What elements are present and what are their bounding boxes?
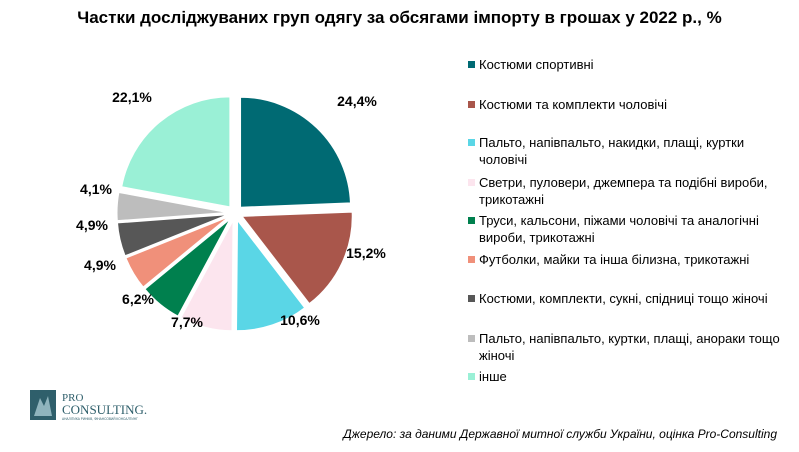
legend-swatch (468, 295, 475, 302)
pie-percent-labels: 24,4% 15,2% 10,6% 7,7% 6,2% 4,9% 4,9% 4,1% 22,1% (76, 89, 386, 330)
legend-swatch (468, 217, 475, 224)
legend-swatch (468, 179, 475, 186)
slice-percent-label: 22,1% (112, 89, 152, 105)
legend-item: Светри, пуловери, джемпера та подібні ви… (468, 174, 788, 208)
source-note: Джерело: за даними Державної митної служ… (343, 427, 777, 441)
pie-slice (236, 219, 306, 332)
logo-tagline: АНАЛІТИКА РИНКІВ, ФІНАНСОВИЙ КОНСАЛТИНГ (62, 417, 138, 421)
legend-item: Пальто, напівпальто, куртки, плащі, анор… (468, 330, 788, 364)
legend-item: Костюми, комплекти, сукні, спідниці тощо… (468, 290, 788, 307)
chart-title: Частки досліджуваних груп одягу за обсяг… (77, 8, 722, 27)
slice-percent-label: 10,6% (280, 312, 320, 328)
legend-label: Труси, кальсони, піжами чоловічі та анал… (479, 213, 759, 245)
legend-label: Костюми, комплекти, сукні, спідниці тощо… (479, 291, 768, 306)
legend-item: Пальто, напівпальто, накидки, плащі, кур… (468, 134, 788, 168)
pie-slice (180, 220, 234, 332)
slice-percent-label: 24,4% (337, 93, 377, 109)
legend-swatch (468, 101, 475, 108)
pro-consulting-logo: PRO CONSULTING. АНАЛІТИКА РИНКІВ, ФІНАНС… (30, 390, 147, 421)
legend-swatch (468, 139, 475, 146)
pie-slice (240, 96, 351, 208)
slice-percent-label: 6,2% (122, 291, 154, 307)
legend-label: Светри, пуловери, джемпера та подібні ви… (479, 175, 768, 207)
logo-mark-icon (34, 396, 52, 416)
pie-slice (116, 191, 228, 222)
slice-percent-label: 4,9% (84, 257, 116, 273)
legend-swatch (468, 256, 475, 263)
legend-label: Пальто, напівпальто, куртки, плащі, анор… (479, 331, 780, 363)
legend-item: інше (468, 368, 788, 385)
legend-swatch (468, 61, 475, 68)
slice-percent-label: 15,2% (346, 245, 386, 261)
legend-label: інше (479, 369, 507, 384)
pie-slice (116, 214, 228, 257)
pie-slice (144, 218, 231, 317)
legend-label: Футболки, майки та інша білизна, трикота… (479, 252, 750, 267)
legend-swatch (468, 335, 475, 342)
legend-label: Костюми спортивні (479, 57, 594, 72)
logo-line2: CONSULTING. (62, 402, 147, 417)
legend-item: Труси, кальсони, піжами чоловічі та анал… (468, 212, 788, 246)
pie-slice (125, 216, 229, 288)
legend-label: Пальто, напівпальто, накидки, плащі, кур… (479, 135, 745, 167)
legend-swatch (468, 373, 475, 380)
legend-item: Костюми спортивні (468, 56, 788, 73)
legend-item: Костюми та комплекти чоловічі (468, 96, 788, 113)
pie-slice (241, 211, 353, 305)
legend-item: Футболки, майки та інша білизна, трикота… (468, 251, 788, 268)
slice-percent-label: 4,9% (76, 217, 108, 233)
legend-label: Костюми та комплекти чоловічі (479, 97, 667, 112)
logo-line1: PRO (62, 392, 83, 404)
pie-slices (116, 96, 353, 332)
slice-percent-label: 7,7% (171, 314, 203, 330)
pie-slice (121, 96, 231, 208)
slice-percent-label: 4,1% (80, 181, 112, 197)
pie-chart: 24,4% 15,2% 10,6% 7,7% 6,2% 4,9% 4,9% 4,1% 22,1% (76, 89, 386, 332)
